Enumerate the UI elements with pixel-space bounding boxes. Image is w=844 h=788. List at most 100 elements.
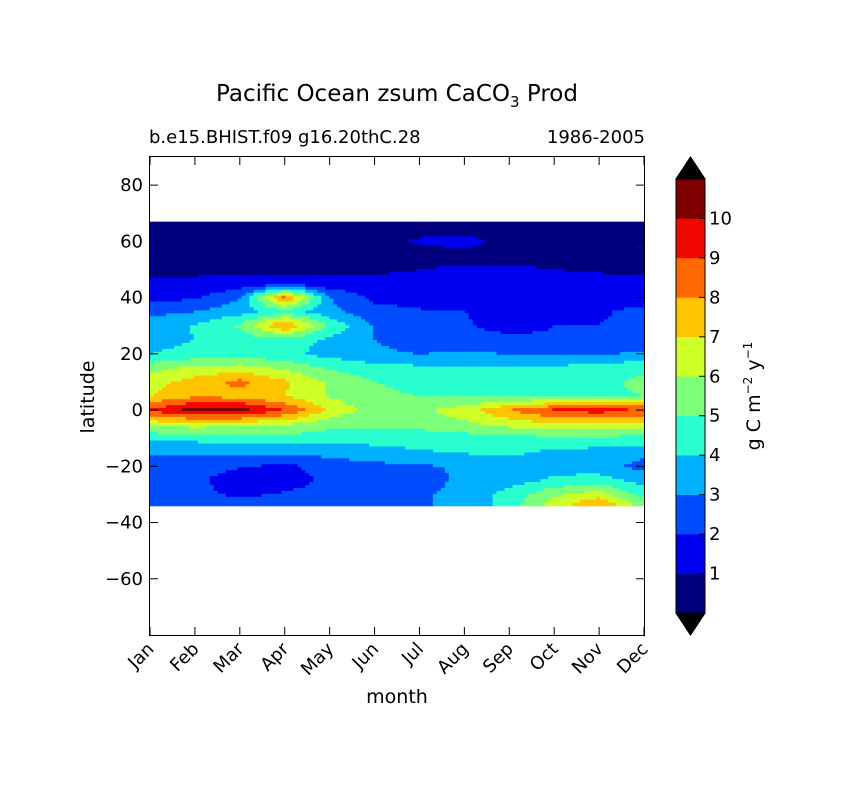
contour-cell [345,274,350,279]
contour-cell [261,263,267,267]
contour-cell [189,301,195,306]
contour-cell [185,277,191,282]
contour-cell [253,230,259,235]
contour-cell [153,280,159,285]
contour-cell [408,251,414,255]
contour-cell [424,260,430,264]
contour-cell [213,325,219,329]
contour-cell [560,233,565,238]
contour-cell [464,266,470,270]
contour-cell [233,254,239,258]
contour-cell [169,328,175,332]
contour-cell [333,239,338,243]
contour-cell [536,319,542,323]
contour-cell [249,316,255,320]
contour-cell [193,313,199,317]
contour-cell [628,292,633,297]
contour-cell [464,274,470,279]
contour-cell [632,236,637,241]
contour-cell [544,298,549,303]
contour-cell [492,310,498,314]
contour-cell [572,274,577,279]
contour-cell [516,331,522,335]
contour-cell [253,260,259,264]
contour-cell [365,283,370,288]
contour-cell [592,298,597,303]
contour-cell [385,254,390,258]
contour-cell [233,233,239,238]
contour-cell [337,271,342,276]
contour-cell [329,271,334,276]
contour-cell [556,242,561,246]
contour-cell [508,277,514,282]
contour-cell [556,266,561,270]
contour-cell [301,316,306,320]
contour-cell [361,257,366,261]
contour-cell [397,224,402,229]
contour-cell [604,260,609,264]
contour-cell [237,307,243,312]
contour-cell [169,301,175,306]
contour-cell [161,325,167,329]
contour-cell [189,233,195,238]
contour-cell [504,316,510,320]
contour-cell [150,304,155,309]
contour-cell [281,269,287,273]
contour-cell [560,298,565,303]
contour-cell [492,233,498,238]
contour-cell [604,319,609,323]
contour-cell [608,239,613,243]
contour-cell [528,298,534,303]
contour-cell [150,301,155,306]
contour-cell [564,224,569,229]
contour-cell [293,304,298,309]
contour-cell [444,251,450,255]
contour-cell [468,280,474,285]
contour-cell [353,251,358,255]
contour-cell [580,254,585,258]
contour-cell [620,310,625,314]
contour-cell [341,304,346,309]
contour-cell [484,254,490,258]
contour-cell [173,248,179,252]
contour-cell [628,236,633,241]
contour-cell [349,260,354,264]
contour-cell [448,236,454,241]
contour-cell [345,230,350,235]
contour-cell [209,286,215,291]
contour-cell [245,245,251,249]
contour-cell [293,325,298,329]
contour-cell [484,307,490,312]
contour-cell [229,325,235,329]
contour-cell [257,233,263,238]
contour-cell [548,221,553,226]
contour-cell [265,289,271,294]
contour-cell [412,233,418,238]
contour-cell [321,251,326,255]
contour-cell [393,251,398,255]
contour-cell [221,286,227,291]
contour-cell [404,304,410,309]
contour-cell [640,304,645,309]
contour-cell [241,277,247,282]
contour-cell [301,307,306,312]
contour-cell [169,230,175,235]
contour-cell [588,230,593,235]
contour-cell [512,328,518,332]
contour-cell [313,236,318,241]
contour-cell [444,295,450,300]
contour-cell [524,322,530,326]
contour-cell [428,298,434,303]
contour-cell [480,322,486,326]
contour-cell [436,325,442,329]
contour-cell [592,313,597,317]
contour-cell [532,286,538,291]
contour-cell [205,292,211,297]
contour-cell [233,325,239,329]
contour-cell [436,266,442,270]
contour-cell [157,248,163,252]
contour-cell [337,263,342,267]
contour-cell [516,310,522,314]
contour-cell [400,289,406,294]
contour-cell [632,313,637,317]
